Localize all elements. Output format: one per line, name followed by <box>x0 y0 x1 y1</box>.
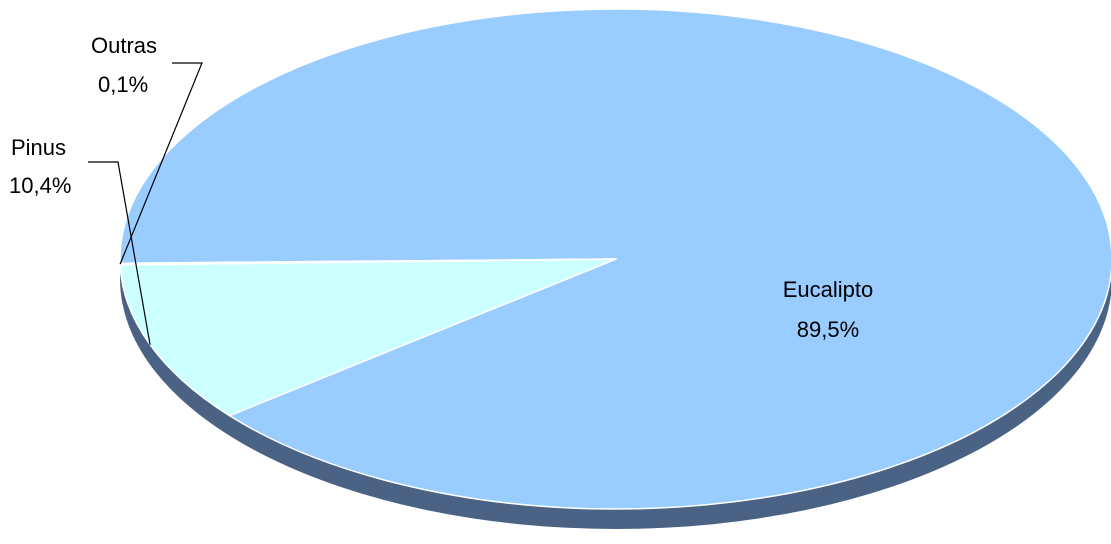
data-labels: Eucalipto 89,5% Pinus 10,4% Outras 0,1% <box>9 33 873 342</box>
slice-label-pinus-name: Pinus <box>11 135 66 160</box>
slice-label-eucalipto-value: 89,5% <box>797 317 859 342</box>
pie-slice-pinus <box>119 258 617 417</box>
leader-line-pinus <box>88 161 151 345</box>
leader-line-outras <box>119 62 203 265</box>
pie-slices <box>119 8 1111 510</box>
slice-label-eucalipto-name: Eucalipto <box>783 277 874 302</box>
slice-label-pinus-value: 10,4% <box>9 173 71 198</box>
pie-slice-eucalipto <box>119 8 1111 510</box>
leader-lines <box>88 62 203 345</box>
slice-label-outras-name: Outras <box>91 33 157 58</box>
slice-label-outras-value: 0,1% <box>98 72 148 97</box>
